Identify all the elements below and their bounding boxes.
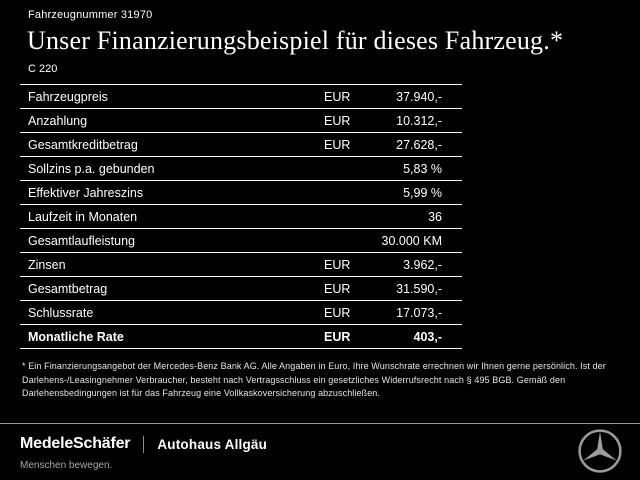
dealer-logo: MedeleSchäfer [20,435,131,452]
financing-table: Fahrzeugpreis EUR 37.940,- Anzahlung EUR… [20,84,462,349]
row-currency: EUR [324,257,351,272]
row-value: 36 [428,209,442,224]
row-currency: EUR [324,281,351,296]
row-value: 5,99 % [403,185,442,200]
row-value: 403,- [413,329,443,344]
row-label: Gesamtkreditbetrag [28,137,138,152]
table-row: Zinsen EUR 3.962,- [20,252,462,276]
row-label: Laufzeit in Monaten [28,209,138,224]
table-row: Gesamtkreditbetrag EUR 27.628,- [20,132,462,156]
footer-brands: MedeleSchäfer Autohaus Allgäu [0,424,640,453]
row-label: Gesamtlaufleistung [28,233,136,248]
footer: MedeleSchäfer Autohaus Allgäu Menschen b… [0,423,640,480]
mercedes-star-icon [576,427,624,475]
row-value: 37.940,- [396,89,442,104]
dealer-slogan: Menschen bewegen. [20,460,113,471]
table-row-monthly-rate: Monatliche Rate EUR 403,- [20,324,462,348]
brand-divider [143,435,145,453]
row-currency: EUR [324,137,351,152]
table-row: Effektiver Jahreszins 5,99 % [20,180,462,204]
row-label: Sollzins p.a. gebunden [28,161,155,176]
table-row: Schlussrate EUR 17.073,- [20,300,462,324]
row-value: 10.312,- [396,113,442,128]
vehicle-model: C 220 [28,63,58,75]
row-currency: EUR [324,329,351,344]
row-label: Gesamtbetrag [28,281,108,296]
row-currency: EUR [324,305,351,320]
row-currency: EUR [324,89,351,104]
row-label: Anzahlung [28,113,88,128]
row-label: Schlussrate [28,305,94,320]
row-value: 30.000 KM [381,233,442,248]
row-value: 5,83 % [403,161,442,176]
row-value: 31.590,- [396,281,442,296]
vehicle-number: Fahrzeugnummer 31970 [28,9,153,21]
row-value: 3.962,- [403,257,442,272]
legal-footnote: * Ein Finanzierungsangebot der Mercedes-… [22,361,606,398]
row-currency: EUR [324,113,351,128]
row-label: Monatliche Rate [28,329,124,344]
row-label: Fahrzeugpreis [28,89,108,104]
row-value: 27.628,- [396,137,442,152]
table-row: Laufzeit in Monaten 36 [20,204,462,228]
row-label: Zinsen [28,257,66,272]
dealer-name: Autohaus Allgäu [157,436,268,452]
table-row: Gesamtbetrag EUR 31.590,- [20,276,462,300]
table-row: Sollzins p.a. gebunden 5,83 % [20,156,462,180]
page-title: Unser Finanzierungsbeispiel für dieses F… [27,26,564,55]
table-row: Anzahlung EUR 10.312,- [20,108,462,132]
table-row: Gesamtlaufleistung 30.000 KM [20,228,462,252]
row-label: Effektiver Jahreszins [28,185,144,200]
table-row: Fahrzeugpreis EUR 37.940,- [20,84,462,108]
row-value: 17.073,- [396,305,442,320]
